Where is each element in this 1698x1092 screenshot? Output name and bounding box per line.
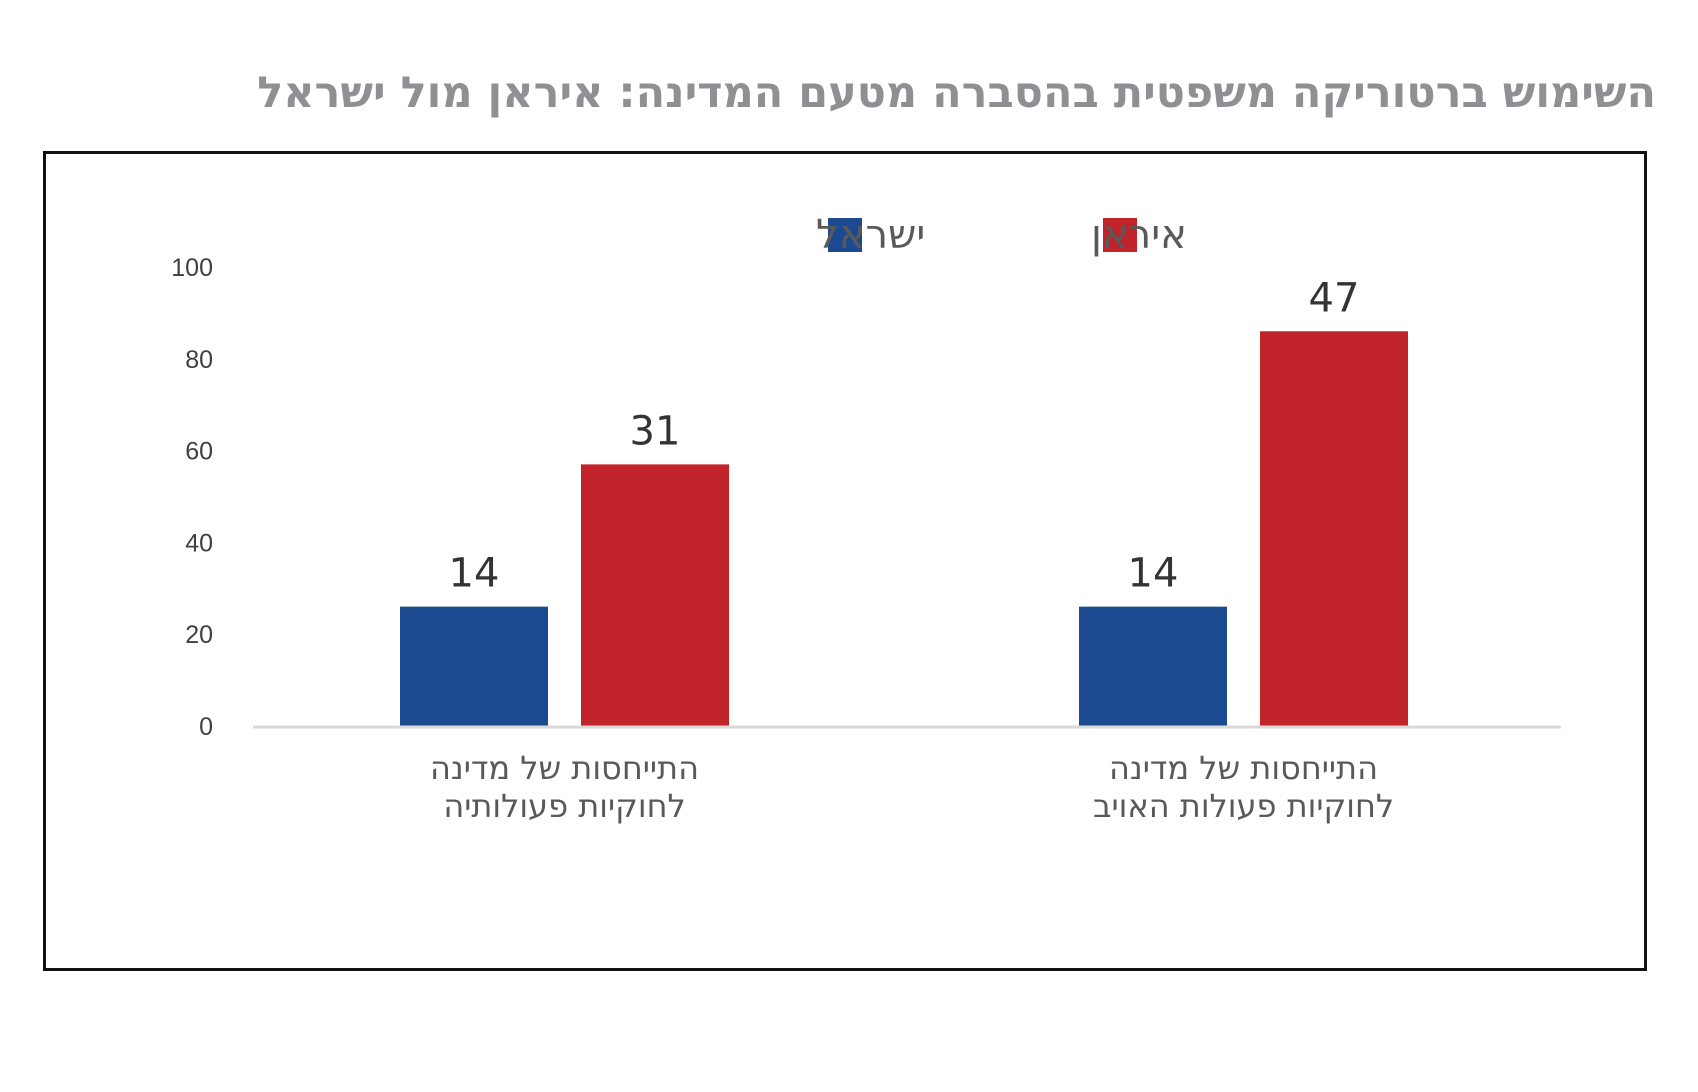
data-label: 14 xyxy=(1128,551,1179,597)
legend-label-iran: איראן xyxy=(1091,212,1187,258)
y-axis: 0 20 40 60 80 100 xyxy=(171,254,213,741)
bars: 14 14 31 47 xyxy=(400,275,1408,726)
bar-israel-0 xyxy=(400,606,548,726)
legend-label-israel: ישראל xyxy=(816,212,925,258)
legend-swatch-israel xyxy=(828,218,862,252)
category-label: התייחסות של מדינה xyxy=(1109,749,1378,787)
bar-iran-0 xyxy=(581,464,729,726)
y-tick-label: 80 xyxy=(185,346,213,374)
y-tick-label: 40 xyxy=(185,529,213,557)
y-tick-label: 100 xyxy=(171,254,213,282)
bar-chart: איראן ישראל 0 20 40 60 80 100 14 14 31 47 התייחסו… xyxy=(171,212,1561,825)
category-label: לחוקיות פעולותיה xyxy=(443,787,685,825)
bar-iran-1 xyxy=(1260,331,1408,726)
legend: איראן ישראל xyxy=(816,212,1187,258)
chart-frame: איראן ישראל 0 20 40 60 80 100 14 14 31 47 התייחסו… xyxy=(43,151,1647,971)
data-label: 31 xyxy=(630,408,681,454)
legend-swatch-iran xyxy=(1103,218,1137,252)
category-label: לחוקיות פעולות האויב xyxy=(1093,787,1394,825)
y-tick-label: 0 xyxy=(199,713,213,741)
y-tick-label: 20 xyxy=(185,621,213,649)
y-tick-label: 60 xyxy=(185,438,213,466)
data-label: 14 xyxy=(449,551,500,597)
chart-title: השימוש ברטוריקה משפטית בהסברה מטעם המדינ… xyxy=(257,68,1656,118)
bar-israel-1 xyxy=(1079,606,1227,726)
category-label: התייחסות של מדינה xyxy=(430,749,699,787)
data-label: 47 xyxy=(1309,275,1360,321)
